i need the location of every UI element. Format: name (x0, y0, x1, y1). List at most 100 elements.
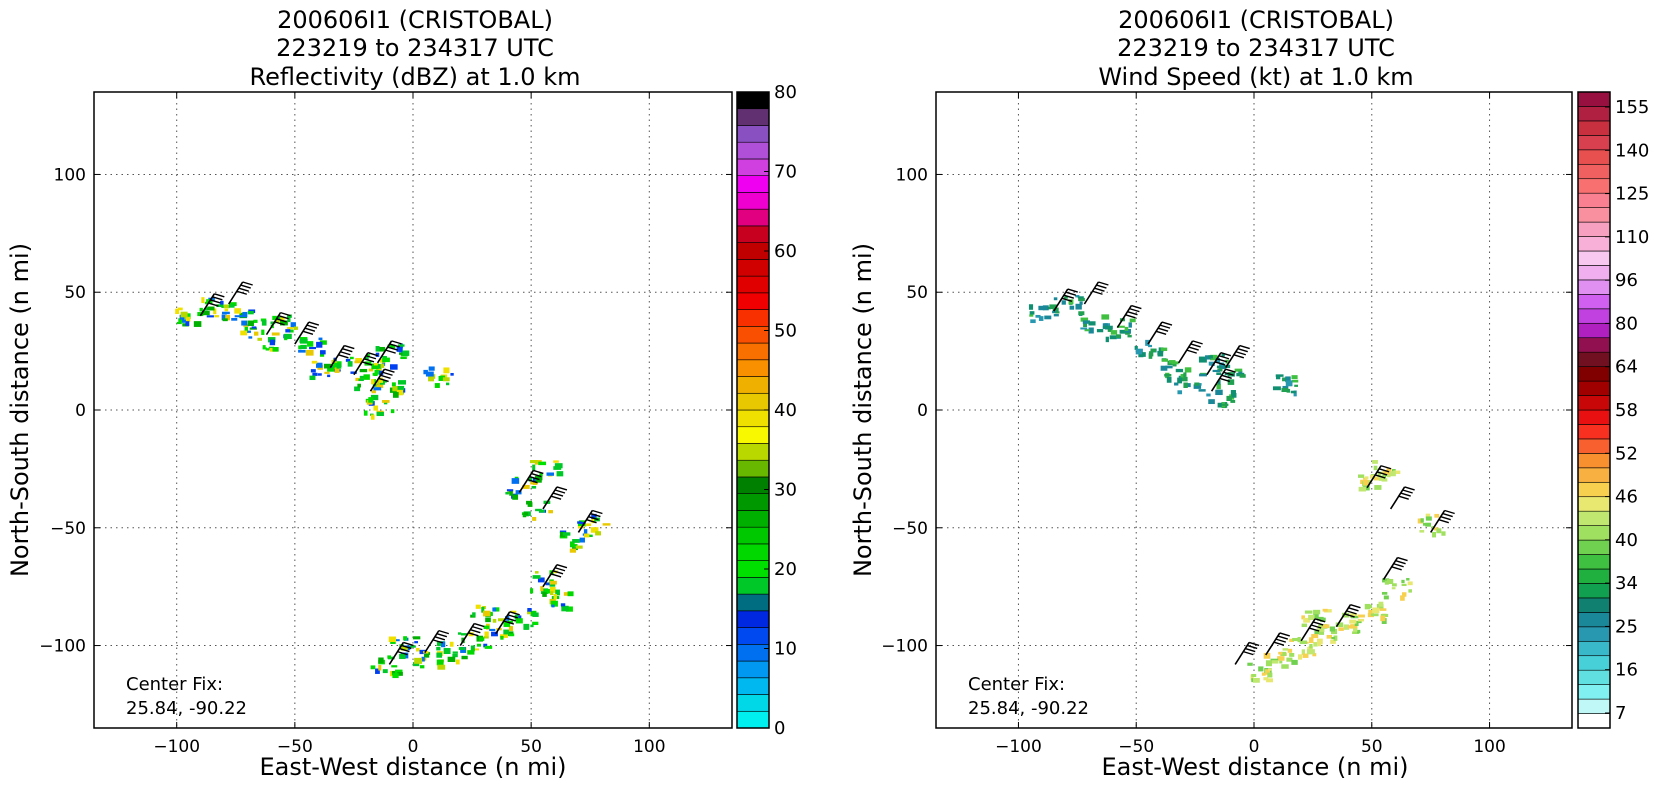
echo-cell (1212, 369, 1221, 373)
echo-cell (470, 645, 475, 652)
right-center-fix-label: Center Fix: (968, 674, 1065, 695)
echo-cell (512, 494, 519, 500)
echo-cell (1234, 368, 1243, 372)
echo-cell (1127, 334, 1132, 338)
echo-cell (428, 376, 435, 382)
echo-cell (1279, 660, 1283, 664)
echo-cell (1285, 380, 1293, 387)
echo-cell (1247, 662, 1253, 666)
echo-cell (539, 472, 543, 477)
echo-cell (1064, 296, 1068, 299)
colorbar-segment (736, 493, 770, 511)
echo-cell (371, 390, 376, 394)
echo-cell (402, 350, 410, 356)
colorbar-tick-label: 80 (1615, 313, 1638, 334)
echo-cell (452, 653, 458, 658)
right-plot-frame (935, 91, 1573, 729)
colorbar-segment (736, 610, 770, 628)
echo-cell (350, 371, 357, 374)
wind-barb (424, 629, 450, 654)
y-tick-label: 50 (906, 283, 928, 303)
echo-cell (1205, 355, 1210, 360)
echo-cell (561, 605, 569, 612)
echo-cell (1208, 355, 1213, 359)
colorbar-segment (1577, 640, 1611, 657)
echo-cell (359, 368, 368, 373)
colorbar-segment (1577, 207, 1611, 223)
echo-cell (416, 647, 420, 652)
echo-cell (1165, 365, 1173, 369)
echo-cell (312, 372, 318, 376)
echo-cell (1052, 310, 1059, 314)
echo-cell (555, 589, 560, 596)
echo-cell (482, 610, 491, 617)
echo-cell (591, 513, 597, 519)
echo-cell (559, 535, 568, 539)
colorbar-segment (1577, 554, 1611, 570)
echo-cell (1335, 622, 1344, 627)
echo-cell (540, 588, 549, 594)
echo-cell (378, 346, 386, 352)
echo-cell (1138, 352, 1144, 358)
colorbar-tick-label: 7 (1615, 703, 1626, 724)
echo-cell (1324, 609, 1332, 613)
echo-cell (1278, 651, 1283, 655)
echo-cell (1320, 617, 1326, 622)
echo-cell (1263, 652, 1271, 659)
echo-cell (1308, 637, 1314, 643)
echo-cell (523, 512, 529, 516)
echo-cell (576, 545, 583, 549)
colorbar-segment (736, 510, 770, 528)
echo-cell (1301, 649, 1305, 655)
y-tick-label: 50 (64, 283, 86, 303)
echo-cell (500, 635, 504, 640)
echo-cell (1215, 389, 1223, 396)
echo-cell (532, 612, 539, 617)
echo-cell (228, 304, 235, 308)
echo-cell (284, 333, 292, 340)
echo-cell (1286, 388, 1291, 393)
echo-cell (485, 617, 491, 623)
echo-cell (529, 460, 538, 464)
echo-cell (397, 385, 405, 391)
echo-cell (1157, 350, 1163, 355)
echo-cell (249, 327, 257, 330)
echo-cell (1161, 358, 1169, 362)
echo-cell (359, 375, 366, 379)
y-tick-label: −50 (892, 519, 928, 539)
colorbar-segment (1577, 453, 1611, 469)
echo-cell (1303, 617, 1311, 623)
echo-cell (497, 618, 506, 622)
echo-cell (1150, 348, 1157, 353)
echo-cell (388, 636, 397, 643)
echo-cell (1291, 375, 1298, 380)
colorbar-segment (1577, 149, 1611, 165)
echo-cell (221, 311, 230, 315)
echo-cell (1312, 653, 1317, 657)
echo-cell (347, 361, 353, 367)
colorbar-segment (1577, 322, 1611, 339)
echo-cell (1124, 328, 1131, 334)
echo-cell (382, 357, 390, 363)
echo-cell (354, 360, 363, 364)
echo-cell (1391, 587, 1396, 590)
echo-cell (1322, 624, 1330, 629)
echo-cell (1078, 311, 1085, 316)
echo-cell (213, 308, 217, 315)
colorbar-segment (736, 208, 770, 227)
echo-cell (542, 592, 547, 597)
echo-cell (583, 533, 590, 538)
wind-barb (1429, 509, 1455, 533)
echo-cell (562, 532, 571, 536)
echo-cell (1364, 603, 1371, 610)
colorbar-segment (1577, 655, 1611, 671)
echo-cell (319, 340, 327, 345)
echo-cell (1393, 470, 1401, 475)
echo-cell (1294, 384, 1299, 387)
echo-cell (549, 583, 556, 587)
y-tick-label: −50 (50, 519, 86, 539)
echo-cell (553, 460, 559, 463)
echo-cell (1231, 392, 1237, 398)
echo-cell (398, 344, 405, 347)
